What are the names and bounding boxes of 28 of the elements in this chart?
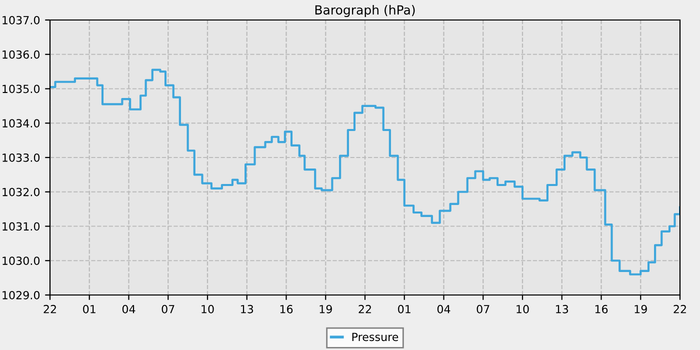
x-tick-label: 04	[437, 304, 450, 314]
x-tick-label: 10	[516, 304, 529, 314]
y-tick-label: 1035.0	[2, 84, 40, 94]
x-tick-label: 13	[556, 304, 568, 314]
x-tick-label: 13	[241, 304, 254, 314]
x-tick-label: 22	[44, 304, 56, 314]
legend-label: Pressure	[352, 332, 398, 342]
x-tick-label: 01	[398, 304, 410, 314]
x-tick-label: 01	[83, 304, 96, 314]
chart-title: Barograph (hPa)	[315, 4, 415, 18]
x-tick-label: 19	[320, 304, 332, 314]
x-tick-label: 16	[280, 304, 293, 314]
y-tick-label: 1029.0	[2, 290, 40, 300]
x-tick-label: 16	[595, 304, 608, 314]
y-tick-label: 1034.0	[2, 119, 40, 128]
y-tick-label: 1031.0	[2, 222, 40, 231]
x-tick-label: 10	[202, 304, 214, 314]
y-tick-label: 1032.0	[2, 188, 40, 196]
y-tick-label: 1030.0	[2, 256, 40, 266]
x-tick-label: 22	[674, 304, 686, 314]
x-tick-label: 22	[358, 304, 371, 314]
y-tick-label: 1037.0	[2, 16, 40, 24]
x-tick-label: 19	[634, 304, 647, 314]
y-tick-label: 1036.0	[2, 50, 40, 59]
x-tick-label: 04	[122, 304, 136, 314]
x-tick-label: 07	[476, 304, 490, 314]
y-tick-label: 1033.0	[2, 153, 40, 162]
x-tick-label: 07	[162, 304, 174, 314]
